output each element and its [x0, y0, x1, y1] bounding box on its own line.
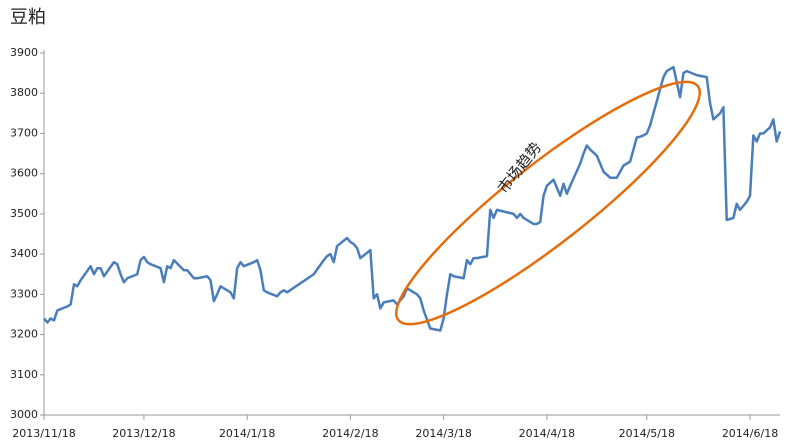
x-tick-label: 2014/3/18: [415, 427, 471, 440]
y-tick-label: 3600: [10, 167, 38, 180]
y-tick-label: 3000: [10, 408, 38, 421]
y-tick-label: 3100: [10, 368, 38, 381]
y-tick-label: 3300: [10, 287, 38, 300]
trend-ellipse: [395, 80, 701, 326]
x-tick-label: 2014/4/18: [519, 427, 575, 440]
x-tick-label: 2014/6/18: [722, 427, 778, 440]
y-tick-label: 3500: [10, 207, 38, 220]
y-tick-label: 3200: [10, 328, 38, 341]
y-tick-label: 3900: [10, 46, 38, 59]
x-tick-label: 2013/11/18: [12, 427, 75, 440]
x-tick-label: 2014/5/18: [619, 427, 675, 440]
y-tick-label: 3800: [10, 86, 38, 99]
chart-title: 豆粕: [10, 7, 46, 28]
line-series: [43, 65, 782, 332]
annotation: 市场趋势: [494, 139, 545, 197]
y-tick-label: 3400: [10, 247, 38, 260]
y-tick-label: 3700: [10, 126, 38, 139]
x-tick-label: 2014/1/18: [219, 427, 275, 440]
x-tick-label: 2014/2/18: [322, 427, 378, 440]
x-tick-label: 2013/12/18: [112, 427, 175, 440]
